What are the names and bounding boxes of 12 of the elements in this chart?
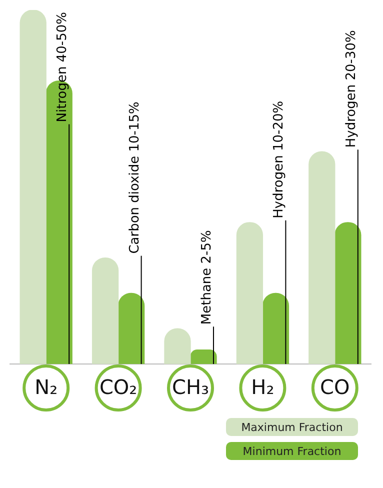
x-tick-label: H₂ (251, 375, 274, 400)
text: Minimum Fraction (242, 444, 342, 458)
annotation: Carbon dioxide 10-15% (127, 102, 142, 254)
x-tick-label: CO (320, 375, 350, 400)
x-tick-label: N₂ (34, 375, 58, 400)
x-tick-label: CH₃ (172, 375, 210, 400)
text: Maximum Fraction (241, 420, 343, 434)
x-tick-label: CO₂ (99, 375, 138, 400)
annotation: Methane 2-5% (200, 230, 214, 325)
annotation: Nitrogen 40-50% (55, 12, 70, 122)
annotation: Hydrogen 10-20% (272, 100, 287, 218)
annotation: Hydrogen 20-30% (344, 30, 359, 148)
